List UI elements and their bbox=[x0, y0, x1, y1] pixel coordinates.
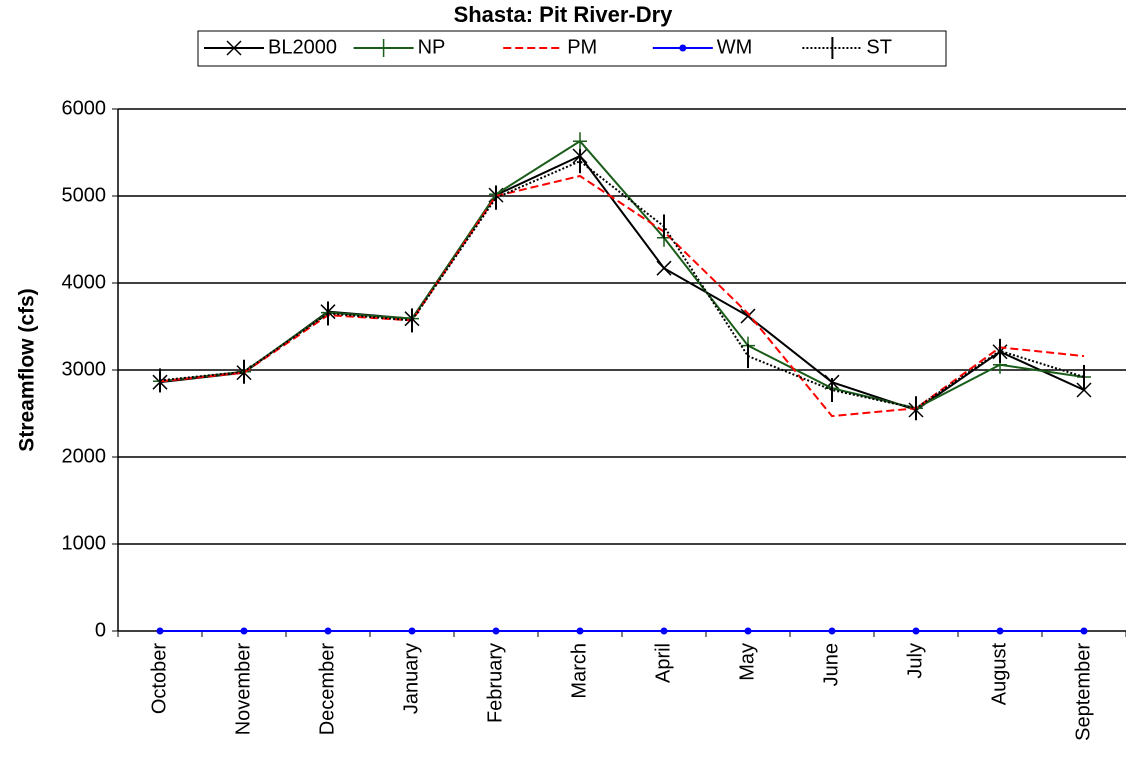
marker bbox=[408, 627, 416, 635]
marker bbox=[156, 627, 164, 635]
x-tick-label: June bbox=[820, 643, 842, 686]
x-tick-label: July bbox=[904, 643, 926, 679]
legend-label: WM bbox=[717, 36, 753, 58]
series-line bbox=[159, 174, 1085, 418]
y-tick-label: 5000 bbox=[62, 184, 107, 206]
marker bbox=[828, 627, 836, 635]
x-tick-label: November bbox=[232, 643, 254, 736]
marker bbox=[573, 132, 587, 151]
series-line bbox=[159, 139, 1085, 410]
marker bbox=[1080, 627, 1088, 635]
marker bbox=[912, 627, 920, 635]
legend-box bbox=[197, 30, 947, 67]
marker bbox=[660, 627, 668, 635]
y-tick-label: 4000 bbox=[62, 271, 107, 293]
series-line bbox=[159, 160, 1085, 410]
legend-marker bbox=[679, 44, 687, 52]
marker bbox=[1076, 382, 1092, 398]
x-tick-label: January bbox=[400, 643, 422, 714]
x-tick-label: December bbox=[316, 643, 338, 736]
legend-label: BL2000 bbox=[268, 36, 337, 58]
marker bbox=[492, 627, 500, 635]
marker bbox=[324, 627, 332, 635]
chart-title: Shasta: Pit River-Dry bbox=[454, 2, 674, 27]
legend-label: PM bbox=[567, 36, 597, 58]
legend-label: ST bbox=[866, 36, 892, 58]
x-tick-label: March bbox=[568, 643, 590, 699]
x-tick-label: February bbox=[484, 643, 506, 723]
y-axis-label: Streamflow (cfs) bbox=[16, 288, 39, 451]
x-tick-label: October bbox=[148, 643, 170, 714]
x-tick-label: May bbox=[736, 643, 758, 681]
marker bbox=[576, 627, 584, 635]
x-tick-label: September bbox=[1072, 643, 1094, 741]
x-tick-label: April bbox=[652, 643, 674, 683]
y-tick-label: 6000 bbox=[62, 97, 107, 119]
marker bbox=[996, 627, 1004, 635]
y-tick-label: 2000 bbox=[62, 445, 107, 467]
x-tick-label: August bbox=[988, 643, 1010, 706]
y-tick-label: 3000 bbox=[62, 358, 107, 380]
marker bbox=[240, 627, 248, 635]
legend-label: NP bbox=[418, 36, 446, 58]
y-tick-label: 0 bbox=[95, 619, 106, 641]
marker bbox=[744, 627, 752, 635]
y-tick-label: 1000 bbox=[62, 532, 107, 554]
legend-marker bbox=[226, 40, 242, 56]
marker bbox=[656, 260, 672, 276]
